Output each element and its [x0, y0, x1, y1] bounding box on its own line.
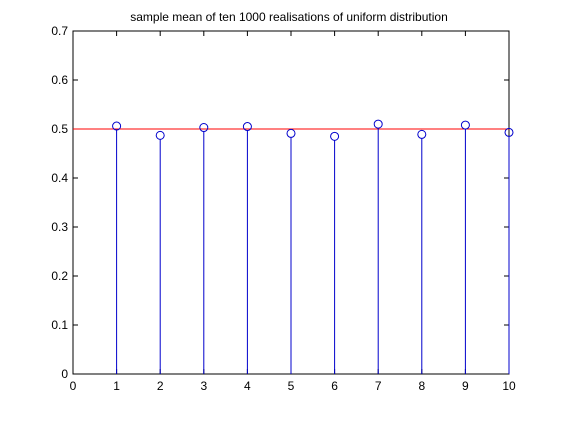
x-tick-label: 2	[157, 379, 164, 393]
y-tick-label: 0	[61, 367, 68, 381]
y-tick-label: 0.7	[51, 24, 68, 38]
x-tick-label: 7	[375, 379, 382, 393]
x-tick-label: 5	[288, 379, 295, 393]
x-tick-label: 3	[200, 379, 207, 393]
y-tick-label: 0.6	[51, 73, 68, 87]
x-tick-label: 0	[70, 379, 77, 393]
x-tick-label: 10	[502, 379, 516, 393]
x-tick-label: 6	[331, 379, 338, 393]
y-tick-label: 0.4	[51, 171, 68, 185]
x-tick-label: 9	[462, 379, 469, 393]
y-tick-label: 0.2	[51, 269, 68, 283]
y-tick-label: 0.1	[51, 318, 68, 332]
x-tick-label: 8	[418, 379, 425, 393]
y-tick-label: 0.3	[51, 220, 68, 234]
y-tick-label: 0.5	[51, 122, 68, 136]
x-tick-label: 4	[244, 379, 251, 393]
x-tick-label: 1	[113, 379, 120, 393]
chart-title: sample mean of ten 1000 realisations of …	[130, 10, 448, 24]
plot-area: 0 1 2 3 4 5 6 7 8 9 10 0 0.1 0.2 0.3 0.4 0.5 0.6 0.7	[51, 24, 516, 393]
